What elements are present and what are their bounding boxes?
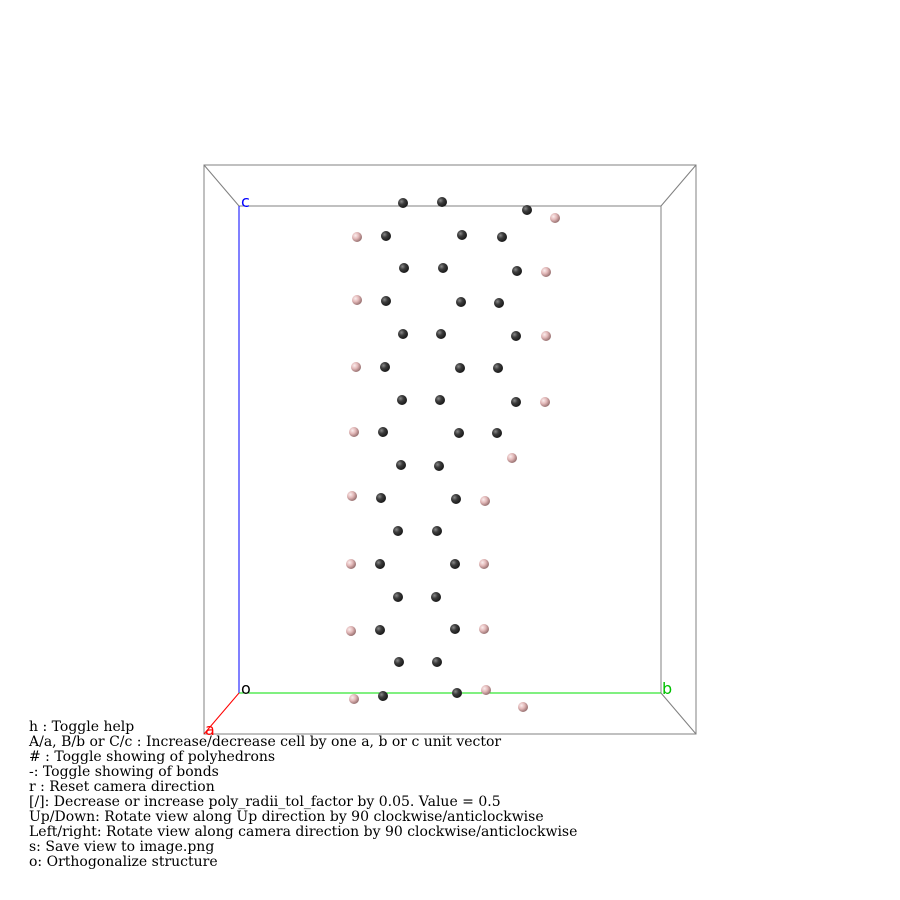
unit-cell-frame <box>203 164 697 735</box>
dark-atom[interactable] <box>436 329 446 339</box>
pink-atom[interactable] <box>518 702 528 712</box>
dark-atom[interactable] <box>438 263 448 273</box>
help-line: # : Toggle showing of polyhedrons <box>29 749 276 765</box>
pink-atom[interactable] <box>346 626 356 636</box>
help-line: Up/Down: Rotate view along Up direction … <box>29 809 544 825</box>
dark-atom[interactable] <box>452 688 462 698</box>
dark-atom[interactable] <box>434 461 444 471</box>
pink-atom[interactable] <box>479 559 489 569</box>
dark-atom[interactable] <box>450 559 460 569</box>
cell-front-face <box>203 164 697 735</box>
dark-atom[interactable] <box>450 624 460 634</box>
pink-atom[interactable] <box>352 232 362 242</box>
cell-edge-bottom-right <box>660 692 697 735</box>
dark-atom[interactable] <box>492 428 502 438</box>
dark-atom[interactable] <box>376 493 386 503</box>
pink-atom[interactable] <box>346 559 356 569</box>
dark-atom[interactable] <box>393 592 403 602</box>
pink-atom[interactable] <box>507 453 517 463</box>
dark-atom[interactable] <box>375 625 385 635</box>
dark-atom[interactable] <box>380 362 390 372</box>
help-overlay: h : Toggle help A/a, B/b or C/c : Increa… <box>29 720 577 870</box>
help-line: h : Toggle help <box>29 719 135 735</box>
dark-atom[interactable] <box>394 657 404 667</box>
dark-atom[interactable] <box>381 296 391 306</box>
help-line: A/a, B/b or C/c : Increase/decrease cell… <box>29 734 502 750</box>
dark-atom[interactable] <box>454 428 464 438</box>
a-axis-label: a <box>205 720 215 739</box>
dark-atom[interactable] <box>511 331 521 341</box>
origin-label: o <box>241 679 251 698</box>
help-line: [/]: Decrease or increase poly_radii_tol… <box>29 794 501 810</box>
dark-atom[interactable] <box>378 427 388 437</box>
dark-atom[interactable] <box>378 691 388 701</box>
dark-atom[interactable] <box>381 231 391 241</box>
pink-atom[interactable] <box>349 427 359 437</box>
dark-atom[interactable] <box>397 395 407 405</box>
dark-atom[interactable] <box>511 397 521 407</box>
cell-edge-top-right <box>660 164 697 207</box>
dark-atom[interactable] <box>435 395 445 405</box>
dark-atom[interactable] <box>522 205 532 215</box>
dark-atom[interactable] <box>457 230 467 240</box>
c-axis-label: c <box>241 192 250 211</box>
pink-atom[interactable] <box>349 694 359 704</box>
dark-atom[interactable] <box>431 592 441 602</box>
pink-atom[interactable] <box>480 496 490 506</box>
help-line: r : Reset camera direction <box>29 779 215 795</box>
dark-atom[interactable] <box>455 363 465 373</box>
pink-atom[interactable] <box>541 331 551 341</box>
dark-atom[interactable] <box>399 263 409 273</box>
dark-atom[interactable] <box>497 232 507 242</box>
dark-atom[interactable] <box>493 363 503 373</box>
dark-atom[interactable] <box>398 329 408 339</box>
b-axis-label: b <box>662 679 672 698</box>
pink-atom[interactable] <box>481 685 491 695</box>
dark-atom[interactable] <box>512 266 522 276</box>
dark-atom[interactable] <box>432 526 442 536</box>
atoms-group <box>346 197 560 712</box>
help-line: s: Save view to image.png <box>29 839 215 855</box>
help-line: o: Orthogonalize structure <box>29 854 218 870</box>
pink-atom[interactable] <box>347 491 357 501</box>
pink-atom[interactable] <box>550 213 560 223</box>
pink-atom[interactable] <box>541 267 551 277</box>
dark-atom[interactable] <box>451 494 461 504</box>
dark-atom[interactable] <box>396 460 406 470</box>
dark-atom[interactable] <box>437 197 447 207</box>
cell-edge-top-left <box>203 164 240 207</box>
dark-atom[interactable] <box>393 526 403 536</box>
dark-atom[interactable] <box>432 657 442 667</box>
dark-atom[interactable] <box>375 559 385 569</box>
pink-atom[interactable] <box>351 362 361 372</box>
pink-atom[interactable] <box>479 624 489 634</box>
dark-atom[interactable] <box>456 297 466 307</box>
pink-atom[interactable] <box>540 397 550 407</box>
help-line: Left/right: Rotate view along camera dir… <box>29 824 578 840</box>
help-line: -: Toggle showing of bonds <box>29 764 219 780</box>
a-axis-line <box>203 692 240 735</box>
dark-atom[interactable] <box>494 298 504 308</box>
dark-atom[interactable] <box>398 198 408 208</box>
pink-atom[interactable] <box>352 295 362 305</box>
